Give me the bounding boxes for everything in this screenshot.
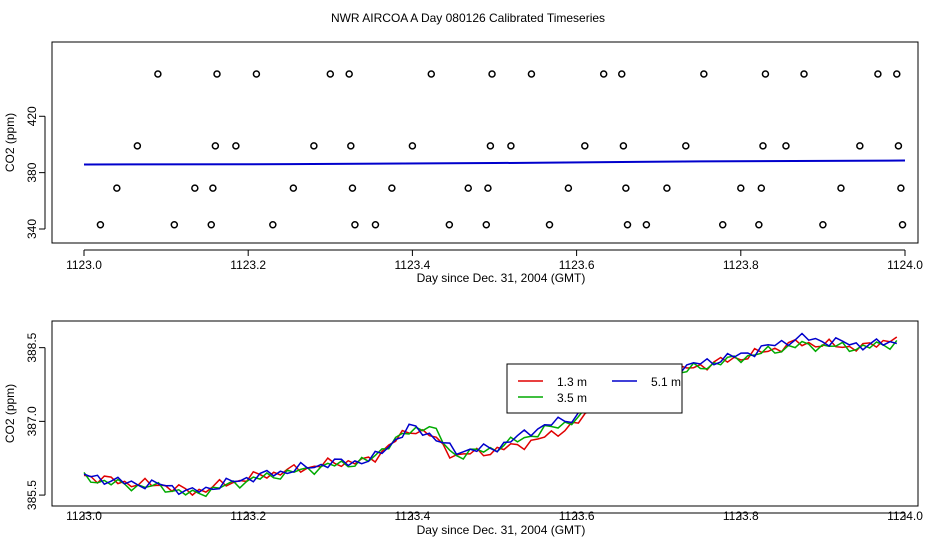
series-line [83, 336, 898, 497]
series-line [83, 332, 897, 496]
scatter-point [133, 142, 142, 150]
scatter-point [618, 70, 626, 78]
scatter-point [700, 70, 708, 78]
scatter-point [581, 142, 589, 150]
scatter-point [619, 142, 628, 150]
scatter-point [897, 184, 905, 192]
scatter-point [207, 221, 216, 229]
scatter-point [113, 184, 121, 192]
scatter-point [486, 142, 495, 150]
scatter-point [837, 184, 845, 192]
scatter-point [755, 221, 763, 229]
scatter-point [759, 142, 767, 150]
x-tick-label: 1124.0 [887, 509, 923, 523]
x-tick-label: 1123.0 [66, 258, 102, 272]
x-tick-label: 1123.0 [66, 509, 102, 523]
scatter-point [642, 221, 651, 229]
figure-title: NWR AIRCOA A Day 080126 Calibrated Times… [331, 11, 605, 25]
scatter-point [348, 184, 357, 192]
x-tick-label: 1123.2 [230, 258, 266, 272]
scatter-point [599, 70, 608, 78]
scatter-point [856, 142, 864, 150]
scatter-point [898, 221, 907, 229]
plot-frame [51, 41, 919, 244]
scatter-point [326, 70, 335, 78]
scatter-point [623, 221, 632, 229]
x-tick-label: 1123.4 [394, 509, 430, 523]
scatter-point [96, 221, 105, 229]
scatter-point [191, 184, 199, 192]
scatter-point [718, 221, 727, 229]
x-tick-label: 1123.2 [230, 509, 266, 523]
x-tick-label: 1123.6 [559, 258, 595, 272]
series-line [83, 339, 898, 498]
scatter-point [622, 184, 630, 192]
scatter-point [757, 184, 766, 192]
scatter-point [351, 221, 359, 229]
scatter-point [484, 184, 492, 192]
scatter-point [310, 142, 318, 150]
scatter-point [545, 221, 554, 229]
x-tick-label: 1123.8 [723, 509, 759, 523]
bottom-panel: 1123.0 1123.2 1123.4 1123.6 1123.8 1124.0 Day … [3, 320, 923, 537]
scatter-point [209, 184, 217, 192]
scatter-point [482, 221, 491, 229]
legend-label: 3.5 m [557, 391, 587, 405]
scatter-point [894, 142, 903, 150]
legend: 1.3 m 3.5 m 5.1 m [506, 363, 683, 414]
scatter-point [564, 184, 573, 192]
x-tick-label: 1123.6 [559, 509, 595, 523]
y-tick-label: 388.5 [25, 332, 39, 362]
scatter-point [761, 70, 770, 78]
x-axis-label: Day since Dec. 31, 2004 (GMT) [417, 523, 586, 537]
legend-label: 5.1 m [651, 375, 681, 389]
scatter-point [347, 142, 355, 150]
scatter-point [445, 221, 454, 229]
scatter-point [371, 221, 380, 229]
x-tick-label: 1123.8 [723, 258, 759, 272]
scatter-point [427, 70, 436, 78]
scatter-point [211, 142, 220, 150]
x-tick-label: 1124.0 [887, 258, 923, 272]
scatter-point [388, 184, 396, 192]
y-tick-label: 380 [25, 162, 39, 182]
y-axis-label: CO2 (ppm) [3, 384, 17, 443]
legend-label: 1.3 m [557, 375, 587, 389]
series-line [83, 159, 906, 166]
scatter-point [819, 221, 827, 229]
scatter-point [874, 70, 882, 78]
scatter-point [213, 70, 221, 78]
legend-box [506, 363, 683, 414]
scatter-point [345, 70, 353, 78]
scatter-point [269, 221, 277, 229]
x-axis-label: Day since Dec. 31, 2004 (GMT) [417, 271, 586, 285]
scatter-point [527, 70, 536, 78]
scatter-point [782, 142, 790, 150]
scatter-point [507, 142, 515, 150]
plot-frame [51, 320, 919, 507]
x-tick-label: 1123.4 [394, 258, 430, 272]
scatter-point [488, 70, 496, 78]
scatter-point [464, 184, 472, 192]
y-tick-label: 340 [25, 219, 39, 239]
y-tick-label: 387.0 [25, 406, 39, 436]
scatter-point [289, 184, 298, 192]
y-tick-label: 385.5 [25, 480, 39, 510]
scatter-point [663, 184, 671, 192]
scatter-point [252, 70, 261, 78]
scatter-point [800, 70, 808, 78]
y-tick-label: 420 [25, 106, 39, 126]
scatter-point [408, 142, 417, 150]
scatter-point [682, 142, 690, 150]
scatter-point [154, 70, 162, 78]
scatter-point [893, 70, 901, 78]
y-axis-label: CO2 (ppm) [3, 113, 17, 172]
scatter-point [232, 142, 240, 150]
top-panel: 1123.0 1123.2 1123.4 1123.6 1123.8 1124.0 Day … [3, 41, 923, 285]
scatter-point [737, 184, 745, 192]
scatter-point [170, 221, 179, 229]
